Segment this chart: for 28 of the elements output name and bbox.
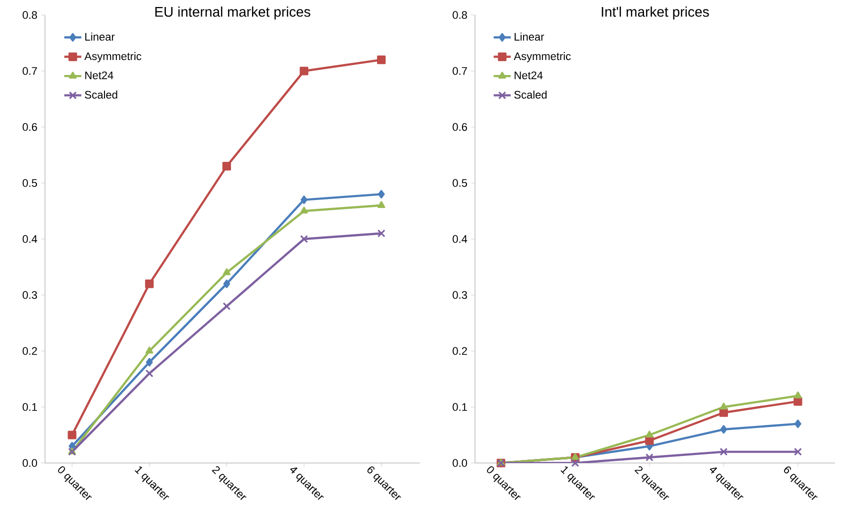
- y-tick-label: 0.7: [452, 67, 467, 75]
- y-tick-label: 0.8: [452, 11, 467, 19]
- y-tick-label: 0.4: [452, 235, 468, 243]
- y-tick-label: 0.0: [22, 459, 38, 467]
- y-tick-label: 0.8: [22, 11, 37, 19]
- legend-label: Net24: [85, 71, 114, 80]
- y-tick-label: 0.2: [452, 347, 467, 355]
- legend-label: Asymmetric: [514, 52, 571, 62]
- legend-label: Linear: [85, 32, 115, 41]
- y-tick-label: 0.1: [452, 403, 467, 411]
- y-tick-label: 0.6: [452, 123, 467, 131]
- y-tick-label: 0.5: [22, 179, 38, 187]
- legend-label: Linear: [514, 32, 544, 41]
- y-tick-label: 0.4: [22, 235, 38, 243]
- legend-label: Scaled: [514, 90, 547, 99]
- chart-title: Int'l market prices: [602, 6, 709, 20]
- y-tick-label: 0.3: [22, 291, 37, 299]
- chart-title: EU internal market prices: [155, 6, 310, 20]
- y-tick-label: 0.0: [452, 459, 468, 467]
- y-tick-label: 0.3: [452, 291, 467, 299]
- legend-label: Net24: [514, 71, 543, 80]
- y-tick-label: 0.1: [22, 403, 37, 411]
- y-tick-label: 0.5: [452, 179, 468, 187]
- y-tick-label: 0.6: [22, 123, 37, 131]
- y-tick-label: 0.2: [22, 347, 37, 355]
- legend-label: Scaled: [84, 90, 118, 99]
- legend-label: Asymmetric: [84, 52, 142, 62]
- y-tick-label: 0.7: [22, 67, 37, 75]
